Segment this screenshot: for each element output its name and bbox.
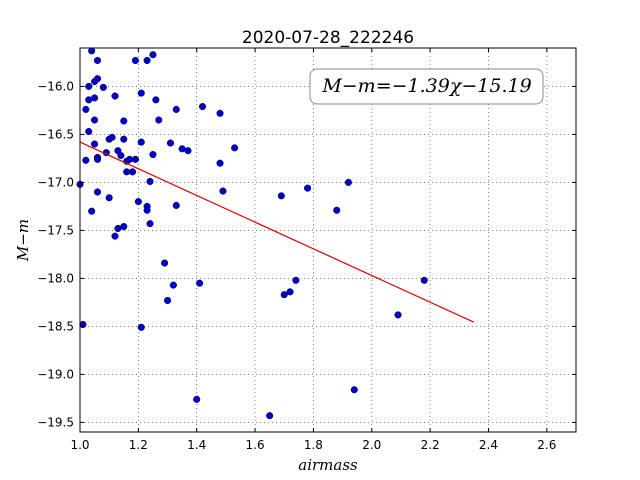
data-point <box>344 178 352 186</box>
data-point <box>108 133 116 141</box>
data-point <box>172 105 180 113</box>
data-point <box>117 151 125 160</box>
data-point <box>91 94 99 102</box>
data-points <box>76 47 428 420</box>
data-point <box>163 296 172 305</box>
data-point <box>219 187 227 195</box>
data-point <box>420 276 428 284</box>
data-point <box>231 144 239 152</box>
data-point <box>131 56 139 65</box>
x-axis-label: airmass <box>298 456 358 474</box>
data-point <box>91 140 99 148</box>
data-point <box>292 276 300 284</box>
data-point <box>82 156 90 164</box>
data-point <box>166 139 174 147</box>
fit-line <box>79 141 475 323</box>
data-point <box>350 386 358 394</box>
data-point <box>149 51 157 59</box>
data-point <box>286 288 294 296</box>
fit-line-group <box>79 141 475 323</box>
data-point <box>277 192 285 200</box>
data-point <box>93 155 102 163</box>
data-point <box>85 127 93 136</box>
data-point <box>137 89 145 97</box>
data-point <box>146 220 154 228</box>
data-point <box>146 177 154 185</box>
data-point <box>82 105 90 113</box>
data-point <box>143 206 151 214</box>
data-point <box>304 184 312 192</box>
y-tick-label: −18.5 <box>37 319 74 333</box>
x-tick-label: 1.2 <box>129 438 148 452</box>
data-point <box>184 147 192 155</box>
data-point <box>149 151 157 159</box>
data-point <box>111 92 119 100</box>
data-point <box>137 323 145 331</box>
x-tick-label: 1.8 <box>304 438 323 452</box>
x-tick-label: 2.4 <box>479 438 498 452</box>
data-point <box>143 56 151 65</box>
fit-equation-frame <box>309 68 544 105</box>
data-point <box>88 47 96 55</box>
data-point <box>93 188 102 196</box>
data-point <box>152 96 160 104</box>
data-point <box>120 223 128 231</box>
grid-lines <box>79 48 576 432</box>
plot-frame <box>79 47 577 433</box>
y-axis-label: M−m <box>14 219 32 262</box>
x-tick-label: 2.2 <box>421 438 440 452</box>
data-point <box>134 198 142 206</box>
data-point <box>137 138 145 146</box>
data-point <box>155 116 163 124</box>
fit-equation-box: M−m=−1.39χ−15.19 <box>309 68 544 105</box>
data-point <box>91 116 99 124</box>
data-point <box>266 412 274 420</box>
x-tick-labels: 1.0 1.2 1.4 1.6 1.8 2.0 2.2 2.4 2.6 <box>70 438 556 452</box>
x-tick-label: 2.6 <box>537 438 556 452</box>
data-point <box>216 159 224 167</box>
data-point <box>193 395 201 403</box>
data-point <box>93 75 102 83</box>
y-tick-label: −19.5 <box>37 415 74 429</box>
data-point <box>105 194 113 202</box>
data-point <box>196 279 204 287</box>
y-tick-label: −19.0 <box>37 367 74 381</box>
data-point <box>131 155 139 163</box>
data-point <box>120 117 128 125</box>
y-tick-label: −18.0 <box>37 271 74 285</box>
data-point <box>280 291 288 299</box>
data-point <box>333 206 341 214</box>
axis-ticks <box>79 48 576 432</box>
fit-equation-text: M−m=−1.39χ−15.19 <box>321 75 531 97</box>
y-tick-labels: −16.0 −16.5 −17.0 −17.5 −18.0 −18.5 −19.0 −19.5 <box>37 79 74 429</box>
data-point <box>394 311 402 319</box>
data-point <box>85 82 93 90</box>
data-point <box>93 56 102 65</box>
data-point <box>216 109 224 117</box>
y-tick-label: −16.5 <box>37 127 74 141</box>
chart-title: 2020-07-28_222246 <box>242 28 414 48</box>
y-tick-label: −16.0 <box>37 79 74 93</box>
data-point <box>88 207 96 215</box>
data-point <box>172 201 180 209</box>
y-tick-label: −17.5 <box>37 223 74 237</box>
data-point <box>128 168 137 176</box>
data-point <box>111 232 119 240</box>
data-point <box>169 281 177 289</box>
data-point <box>99 83 107 91</box>
x-tick-label: 1.6 <box>246 438 265 452</box>
x-tick-label: 2.0 <box>362 438 381 452</box>
x-tick-label: 1.0 <box>70 438 89 452</box>
data-point <box>120 135 128 143</box>
x-tick-label: 1.4 <box>187 438 206 452</box>
data-point <box>161 259 169 267</box>
data-point <box>198 103 207 111</box>
y-tick-label: −17.0 <box>37 175 74 189</box>
